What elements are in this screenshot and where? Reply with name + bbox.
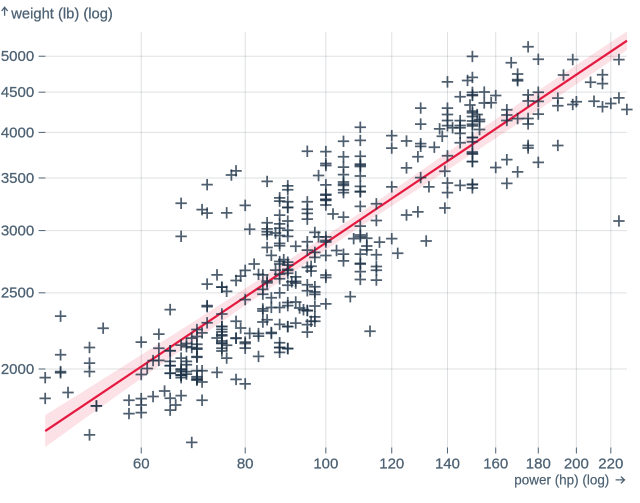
- svg-text:3500: 3500: [1, 170, 34, 187]
- svg-text:220: 220: [598, 456, 623, 473]
- svg-text:120: 120: [379, 456, 404, 473]
- svg-text:60: 60: [133, 456, 150, 473]
- svg-text:weight (lb) (log): weight (lb) (log): [10, 5, 112, 22]
- svg-text:160: 160: [483, 456, 508, 473]
- svg-text:2000: 2000: [1, 361, 34, 378]
- svg-text:power (hp) (log): power (hp) (log): [514, 472, 609, 488]
- svg-text:80: 80: [237, 456, 254, 473]
- svg-text:2500: 2500: [1, 285, 34, 302]
- svg-text:100: 100: [313, 456, 338, 473]
- svg-text:140: 140: [435, 456, 460, 473]
- svg-text:4500: 4500: [1, 84, 34, 101]
- svg-text:5000: 5000: [1, 48, 34, 65]
- svg-text:200: 200: [564, 456, 589, 473]
- svg-text:180: 180: [526, 456, 551, 473]
- svg-text:4000: 4000: [1, 124, 34, 141]
- svg-text:3000: 3000: [1, 222, 34, 239]
